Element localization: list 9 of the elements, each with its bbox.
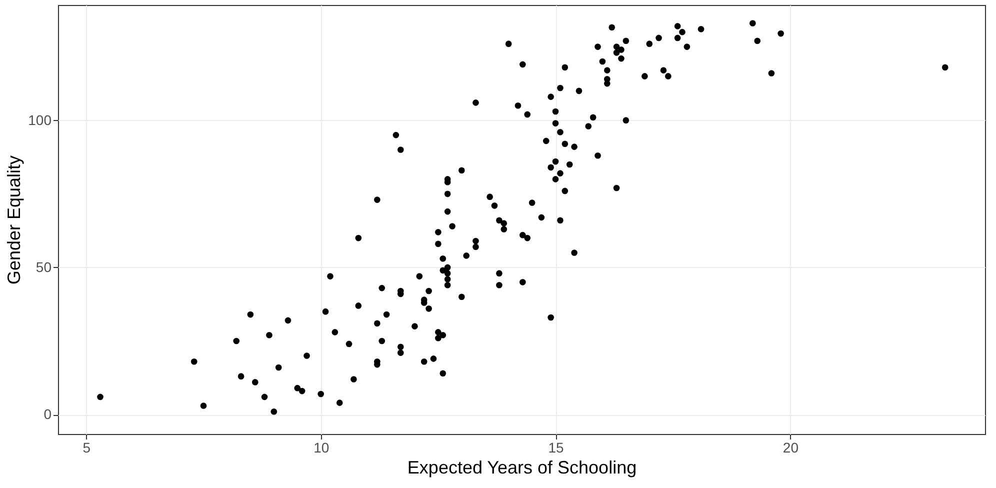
y-tick-label: 50 bbox=[36, 258, 52, 275]
y-axis-title: Gender Equality bbox=[4, 155, 24, 285]
x-tick-label: 5 bbox=[82, 440, 91, 456]
y-tick-label: 100 bbox=[28, 112, 52, 128]
y-tick-label: 0 bbox=[44, 406, 52, 422]
x-tick-label: 20 bbox=[782, 440, 799, 456]
x-axis-title: Expected Years of Schooling bbox=[407, 458, 637, 478]
x-tick-label: 15 bbox=[548, 440, 564, 456]
x-tick-label: 10 bbox=[314, 440, 330, 456]
